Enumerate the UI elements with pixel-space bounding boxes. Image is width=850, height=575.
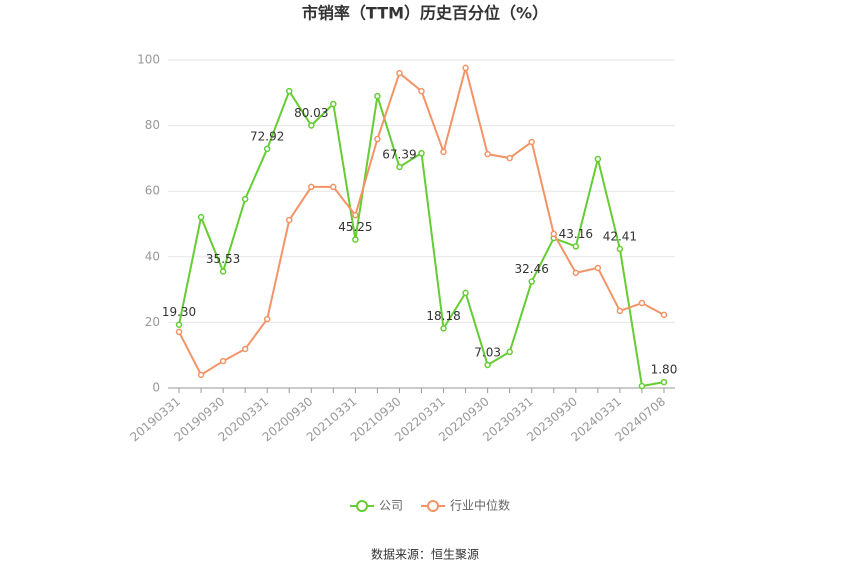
- data-point: [506, 348, 513, 356]
- y-tick-label: 60: [145, 184, 160, 198]
- data-label: 1.80: [651, 363, 678, 377]
- data-point: [263, 315, 271, 323]
- data-point: [396, 163, 403, 171]
- data-label: 43.16: [559, 227, 593, 241]
- data-label: 42.41: [603, 229, 637, 243]
- data-point: [374, 92, 381, 100]
- data-point: [638, 299, 646, 307]
- data-point: [594, 264, 602, 272]
- data-point: [638, 382, 646, 390]
- data-point: [241, 345, 249, 353]
- data-point: [484, 361, 491, 369]
- y-tick-label: 20: [145, 315, 160, 329]
- data-point: [219, 268, 227, 275]
- data-label: 18.18: [426, 309, 460, 323]
- data-point: [219, 357, 227, 365]
- data-point: [572, 269, 580, 277]
- data-point: [352, 236, 359, 243]
- data-point: [374, 135, 381, 143]
- data-point: [594, 155, 602, 163]
- y-tick-label: 40: [145, 249, 160, 263]
- data-point: [175, 328, 183, 336]
- data-point: [241, 195, 249, 203]
- data-point: [572, 243, 580, 250]
- legend-item: 行业中位数: [421, 498, 510, 513]
- data-point: [197, 371, 205, 379]
- y-tick-label: 100: [137, 53, 160, 67]
- data-point: [330, 100, 337, 108]
- data-point: [352, 211, 359, 219]
- source: 数据来源：恒生聚源: [371, 547, 479, 562]
- data-point: [462, 64, 469, 72]
- data-point: [418, 87, 425, 95]
- data-point: [528, 278, 535, 285]
- chart-title: 市销率（TTM）历史百分位（%）: [302, 4, 548, 23]
- legend-label: 公司: [379, 499, 403, 513]
- data-label: 45.25: [338, 220, 372, 234]
- data-point: [550, 230, 558, 238]
- data-point: [396, 69, 403, 77]
- data-point: [197, 213, 205, 221]
- data-label: 35.53: [206, 252, 240, 266]
- data-point: [263, 145, 271, 153]
- series-line: [178, 63, 665, 377]
- data-point: [660, 311, 668, 319]
- data-point: [462, 289, 469, 297]
- data-point: [285, 87, 293, 95]
- legend-item: 公司: [350, 499, 403, 513]
- data-label: 67.39: [382, 147, 416, 161]
- y-tick-label: 0: [152, 381, 160, 395]
- data-point: [440, 148, 447, 156]
- data-point: [616, 245, 624, 253]
- data-point: [418, 149, 425, 157]
- data-point: [308, 183, 315, 191]
- data-point: [308, 122, 315, 129]
- data-point: [506, 154, 513, 162]
- data-label: 72.92: [250, 129, 284, 143]
- legend-marker: [356, 500, 368, 512]
- data-point: [616, 307, 624, 315]
- data-label: 32.46: [515, 262, 549, 276]
- data-point: [440, 325, 447, 332]
- data-point: [528, 138, 535, 146]
- legend-label: 行业中位数: [450, 498, 510, 513]
- data-label: 19.30: [162, 305, 196, 319]
- legend-marker: [427, 500, 440, 512]
- y-tick-label: 80: [145, 118, 160, 132]
- data-point: [660, 378, 668, 386]
- data-point: [285, 216, 293, 224]
- data-point: [330, 183, 337, 191]
- data-point: [175, 321, 183, 328]
- data-point: [484, 150, 491, 158]
- data-label: 7.03: [474, 345, 501, 359]
- data-label: 80.03: [294, 106, 328, 120]
